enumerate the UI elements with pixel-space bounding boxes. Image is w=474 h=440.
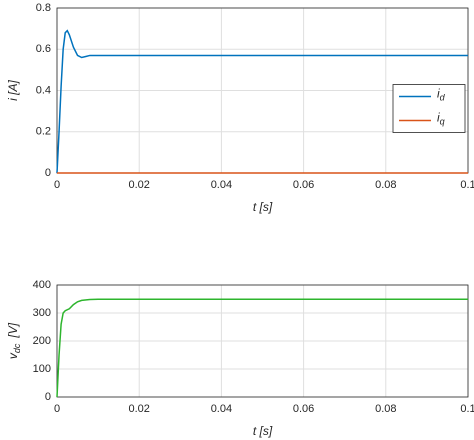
x-tick-label: 0.08 bbox=[375, 403, 396, 415]
y-tick-label: 0.2 bbox=[36, 126, 51, 138]
x-axis-label: t [s] bbox=[253, 424, 273, 438]
series-line bbox=[56, 298, 468, 398]
x-tick-label: 0.06 bbox=[293, 403, 314, 415]
y-tick-label: 0 bbox=[45, 167, 51, 179]
x-tick-label: 0.02 bbox=[128, 179, 149, 191]
series-line bbox=[56, 29, 468, 174]
y-tick-label: 0.6 bbox=[36, 43, 51, 55]
y-axis-label-sub: dc bbox=[12, 343, 22, 353]
legend-label: iq bbox=[437, 111, 445, 127]
x-axis-label: t [s] bbox=[253, 200, 273, 214]
y-axis-label-unit: [V] bbox=[6, 322, 20, 338]
y-axis-label: vdc [V] bbox=[6, 322, 22, 359]
y-tick-label: 300 bbox=[33, 307, 51, 319]
legend-box bbox=[392, 84, 466, 133]
y-tick-label: 100 bbox=[33, 363, 51, 375]
x-tick-label: 0.04 bbox=[211, 179, 232, 191]
y-axis-label-main: v bbox=[6, 352, 20, 359]
x-tick-label: 0.06 bbox=[293, 179, 314, 191]
x-tick-label: 0.1 bbox=[460, 179, 474, 191]
x-tick-label: 0.02 bbox=[128, 403, 149, 415]
legend-label-sub: q bbox=[440, 117, 445, 127]
y-axis-label: i [A] bbox=[6, 79, 20, 100]
x-tick-label: 0.1 bbox=[460, 403, 474, 415]
subplot: 0 0.2 0.4 0.6 0.8 0 0.02 0.04 0.06 0.08 0.1 t [s] i … bbox=[6, 2, 474, 214]
y-tick-label: 0.4 bbox=[36, 84, 51, 96]
y-tick-label: 200 bbox=[33, 335, 51, 347]
x-tick-label: 0.08 bbox=[375, 179, 396, 191]
x-tick-label: 0.04 bbox=[211, 403, 232, 415]
axes-box bbox=[56, 284, 469, 398]
x-tick-label: 0 bbox=[54, 179, 60, 191]
legend-label-sub: d bbox=[440, 93, 446, 103]
x-tick-label: 0 bbox=[54, 403, 60, 415]
legend-label-main: i bbox=[437, 111, 440, 125]
subplot: 0 100 200 300 400 0 0.02 0.04 0.06 0.08 0.1 t [s] vd… bbox=[6, 279, 474, 438]
legend-label: id bbox=[437, 87, 446, 103]
legend-label-main: i bbox=[437, 87, 440, 101]
y-tick-label: 0.8 bbox=[36, 2, 51, 14]
y-tick-label: 400 bbox=[33, 279, 51, 291]
y-tick-label: 0 bbox=[45, 391, 51, 403]
